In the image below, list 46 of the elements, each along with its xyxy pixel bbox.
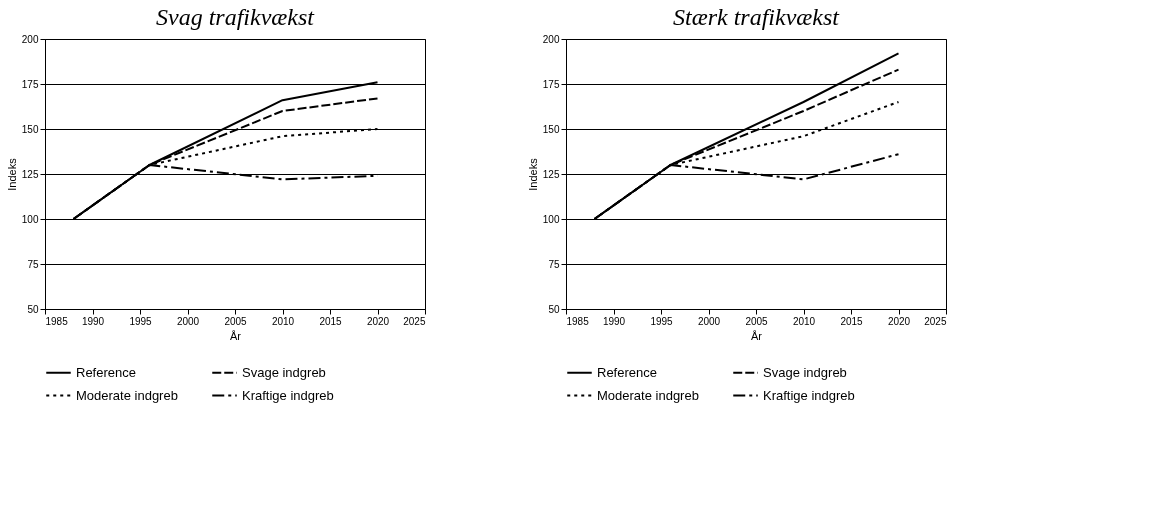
x-tick-label: 2020 xyxy=(366,315,390,327)
x-tick-label: 2000 xyxy=(697,315,721,327)
legend-label: Moderate indgreb xyxy=(597,387,699,403)
x-tick-label: 2005 xyxy=(745,315,769,327)
y-tick-label: 50 xyxy=(548,303,560,315)
legend-label: Kraftige indgreb xyxy=(242,387,334,403)
legend-label: Svage indgreb xyxy=(242,364,326,380)
x-tick-label: 1995 xyxy=(650,315,674,327)
y-tick-label: 150 xyxy=(21,123,39,135)
x-tick-label: 1985 xyxy=(45,315,69,327)
y-axis-title: Indeks xyxy=(5,157,18,191)
x-axis-title: År xyxy=(230,329,242,342)
y-tick-label: 150 xyxy=(542,123,560,135)
x-tick-label: 2010 xyxy=(271,315,295,327)
x-tick-label: 2015 xyxy=(840,315,864,327)
x-axis-title: År xyxy=(751,329,763,342)
x-tick-label: 2025 xyxy=(924,315,947,327)
x-tick-label: 1990 xyxy=(81,315,105,327)
x-tick-label: 2020 xyxy=(887,315,911,327)
y-tick-label: 100 xyxy=(21,213,39,225)
y-axis-title: Indeks xyxy=(526,157,539,191)
y-tick-label: 175 xyxy=(542,78,560,90)
y-tick-label: 100 xyxy=(542,213,560,225)
legend-label: Reference xyxy=(76,364,136,380)
y-tick-label: 125 xyxy=(542,168,560,180)
chart-title: Stærk trafikvækst xyxy=(673,4,841,30)
legend-label: Svage indgreb xyxy=(763,364,847,380)
legend-label: Moderate indgreb xyxy=(76,387,178,403)
y-tick-label: 175 xyxy=(21,78,39,90)
chart-title: Svag trafikvækst xyxy=(156,4,316,30)
x-tick-label: 2025 xyxy=(403,315,426,327)
y-tick-label: 75 xyxy=(548,258,560,270)
legend-label: Reference xyxy=(597,364,657,380)
x-tick-label: 1990 xyxy=(602,315,626,327)
x-tick-label: 1995 xyxy=(129,315,153,327)
y-tick-label: 200 xyxy=(542,33,560,45)
x-tick-label: 2005 xyxy=(224,315,248,327)
y-tick-label: 50 xyxy=(27,303,39,315)
y-tick-label: 200 xyxy=(21,33,39,45)
y-tick-label: 125 xyxy=(21,168,39,180)
x-tick-label: 2010 xyxy=(792,315,816,327)
x-tick-label: 2000 xyxy=(176,315,200,327)
x-tick-label: 1985 xyxy=(566,315,590,327)
y-tick-label: 75 xyxy=(27,258,39,270)
legend-label: Kraftige indgreb xyxy=(763,387,855,403)
x-tick-label: 2015 xyxy=(319,315,343,327)
